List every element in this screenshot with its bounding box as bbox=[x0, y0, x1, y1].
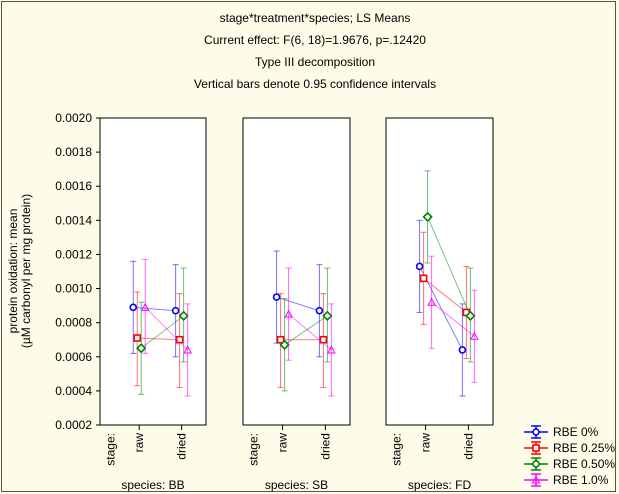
data-point bbox=[322, 310, 333, 321]
data-point bbox=[136, 343, 147, 354]
y-tick-label: 0.0014 bbox=[55, 213, 92, 227]
series-line bbox=[288, 313, 332, 351]
legend-marker bbox=[530, 458, 542, 470]
y-tick-label: 0.0006 bbox=[55, 350, 92, 364]
data-point bbox=[419, 274, 428, 283]
legend-label: RBE 1.0% bbox=[553, 473, 609, 487]
plot-panel bbox=[242, 117, 351, 426]
series-line bbox=[144, 306, 188, 351]
data-point bbox=[183, 345, 192, 354]
data-point bbox=[465, 310, 476, 321]
y-tick-label: 0.0012 bbox=[55, 247, 92, 261]
y-tick-label: 0.0016 bbox=[55, 179, 92, 193]
chart-title-line: stage*treatment*species; LS Means bbox=[220, 11, 411, 25]
series-line bbox=[137, 337, 180, 341]
stage-label: stage: bbox=[390, 433, 404, 466]
panel-species-label: species: SB bbox=[265, 478, 328, 492]
x-tick-label: dried bbox=[461, 433, 475, 460]
y-tick-label: 0.0010 bbox=[55, 282, 92, 296]
data-point bbox=[415, 262, 424, 271]
data-point bbox=[276, 335, 285, 344]
data-point bbox=[315, 306, 324, 315]
x-tick-label: raw bbox=[419, 433, 433, 453]
series-line bbox=[133, 306, 176, 312]
data-point bbox=[133, 334, 142, 342]
data-point bbox=[178, 310, 189, 321]
plot-panel bbox=[385, 117, 494, 426]
series-line bbox=[431, 301, 475, 337]
data-point bbox=[175, 335, 184, 344]
legend-label: RBE 0.50% bbox=[553, 457, 615, 471]
legend-label: RBE 0% bbox=[553, 425, 599, 439]
chart-title-line: Current effect: F(6, 18)=1.9676, p=.1242… bbox=[204, 33, 426, 47]
data-point bbox=[171, 306, 180, 315]
stage-label: stage: bbox=[104, 433, 118, 466]
y-tick-label: 0.0008 bbox=[55, 316, 92, 330]
data-point bbox=[140, 302, 150, 311]
data-point bbox=[470, 331, 479, 340]
data-point bbox=[327, 345, 336, 354]
x-tick-label: dried bbox=[175, 433, 189, 460]
chart-title-line: Type III decomposition bbox=[255, 55, 375, 69]
data-point bbox=[129, 303, 138, 312]
y-axis-label: protein oxidation: mean bbox=[6, 209, 20, 334]
plot-panel bbox=[99, 117, 207, 426]
data-point bbox=[279, 339, 290, 350]
series-line bbox=[140, 315, 184, 349]
chart-title-line: Vertical bars denote 0.95 confidence int… bbox=[194, 77, 436, 91]
y-tick-label: 0.0020 bbox=[55, 111, 92, 125]
x-tick-label: raw bbox=[132, 433, 146, 453]
series-line bbox=[284, 315, 328, 346]
data-point bbox=[284, 309, 293, 318]
data-point bbox=[458, 346, 467, 354]
series-line bbox=[276, 296, 320, 312]
legend-marker bbox=[532, 428, 540, 436]
panel-species-label: species: BB bbox=[121, 478, 184, 492]
series-line bbox=[427, 216, 471, 317]
x-tick-label: raw bbox=[276, 433, 290, 453]
panel-species-label: species: FD bbox=[408, 478, 472, 492]
y-tick-label: 0.0018 bbox=[55, 145, 92, 159]
y-tick-label: 0.0004 bbox=[55, 384, 92, 398]
y-axis-label: (µM carbonyl per mg protein) bbox=[19, 194, 33, 348]
data-point bbox=[272, 293, 281, 301]
data-point bbox=[427, 297, 436, 306]
legend-marker bbox=[531, 475, 541, 484]
data-point bbox=[422, 211, 433, 223]
y-tick-label: 0.0002 bbox=[55, 418, 92, 432]
series-line bbox=[423, 277, 467, 313]
x-tick-label: dried bbox=[318, 433, 332, 460]
stage-label: stage: bbox=[247, 433, 261, 466]
legend-label: RBE 0.25% bbox=[553, 441, 615, 455]
legend-marker bbox=[532, 444, 540, 452]
